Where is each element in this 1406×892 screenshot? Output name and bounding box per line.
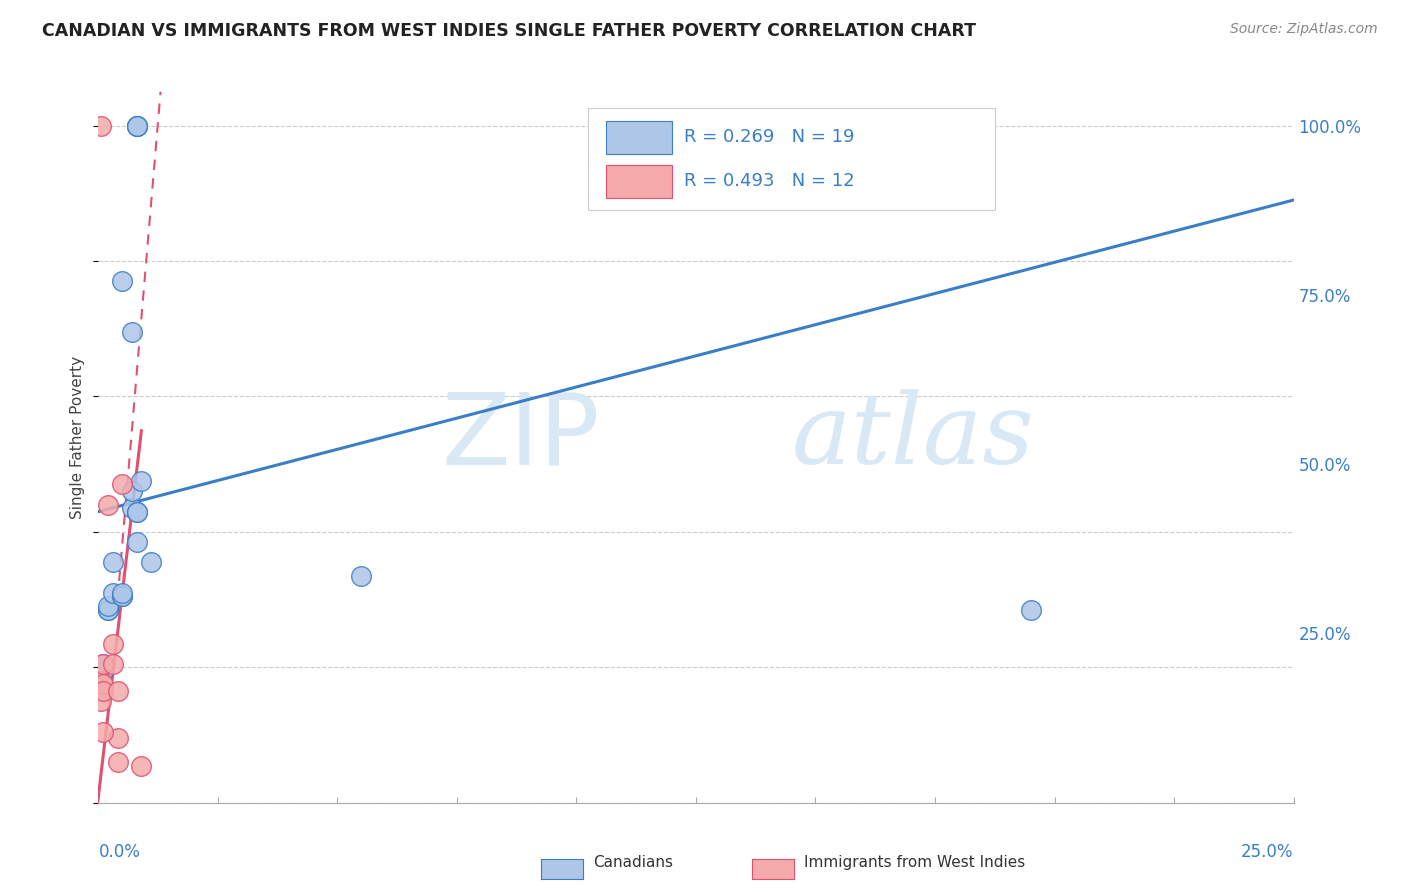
Point [101, 555, 124, 569]
Point [107, 684, 129, 698]
Point [101, 637, 124, 651]
Text: atlas: atlas [792, 390, 1035, 484]
Point [91, 677, 114, 691]
Text: Immigrants from West Indies: Immigrants from West Indies [804, 855, 1025, 870]
FancyBboxPatch shape [606, 165, 672, 197]
Point [125, 119, 148, 133]
Point [111, 589, 134, 603]
Point [350, 569, 373, 583]
Y-axis label: Single Father Poverty: Single Father Poverty [70, 356, 86, 518]
Point [125, 119, 148, 133]
Point [111, 586, 134, 600]
FancyBboxPatch shape [606, 120, 672, 153]
Point [111, 274, 134, 288]
Point [90, 119, 112, 133]
Point [90, 673, 112, 688]
Point [91, 657, 114, 671]
Point [101, 657, 124, 671]
Text: Canadians: Canadians [593, 855, 673, 870]
Point [97, 603, 120, 617]
Text: R = 0.493   N = 12: R = 0.493 N = 12 [685, 172, 855, 190]
Point [107, 731, 129, 746]
Point [90, 694, 112, 708]
Point [121, 484, 143, 499]
Text: Source: ZipAtlas.com: Source: ZipAtlas.com [1230, 22, 1378, 37]
Point [125, 505, 148, 519]
Point [91, 657, 114, 671]
Point [139, 555, 162, 569]
Point [111, 477, 134, 491]
Point [97, 498, 120, 512]
Point [91, 664, 114, 678]
Point [101, 586, 124, 600]
Point [121, 325, 143, 339]
Point [111, 589, 134, 603]
Point [91, 724, 114, 739]
Text: 0.0%: 0.0% [98, 843, 141, 861]
Point [1019, 603, 1042, 617]
Point [131, 474, 153, 488]
Point [91, 684, 114, 698]
Text: CANADIAN VS IMMIGRANTS FROM WEST INDIES SINGLE FATHER POVERTY CORRELATION CHART: CANADIAN VS IMMIGRANTS FROM WEST INDIES … [42, 22, 976, 40]
Point [107, 755, 129, 769]
Text: R = 0.269   N = 19: R = 0.269 N = 19 [685, 128, 855, 146]
FancyBboxPatch shape [588, 108, 995, 211]
Point [125, 535, 148, 549]
Point [125, 505, 148, 519]
Point [131, 758, 153, 772]
Text: 25.0%: 25.0% [1241, 843, 1294, 861]
Text: ZIP: ZIP [441, 389, 600, 485]
Point [121, 501, 143, 516]
Point [125, 119, 148, 133]
Point [97, 603, 120, 617]
Point [97, 599, 120, 614]
